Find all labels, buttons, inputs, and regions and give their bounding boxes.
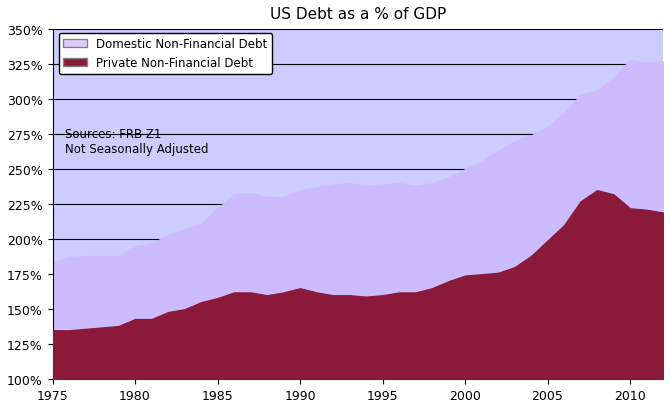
Title: US Debt as a % of GDP: US Debt as a % of GDP: [269, 7, 446, 22]
Legend: Domestic Non-Financial Debt, Private Non-Financial Debt: Domestic Non-Financial Debt, Private Non…: [59, 34, 273, 75]
Text: Sources: FRB Z1
Not Seasonally Adjusted: Sources: FRB Z1 Not Seasonally Adjusted: [65, 128, 208, 156]
